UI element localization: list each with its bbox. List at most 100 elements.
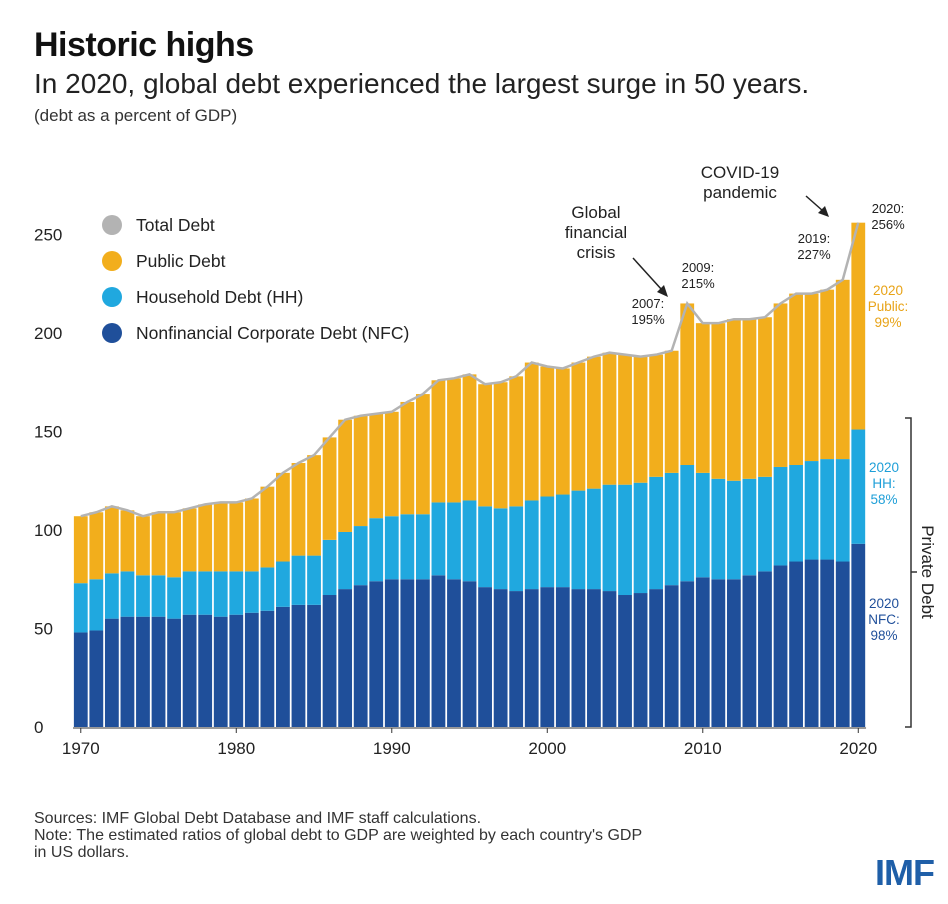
bar-segment-hh [742, 478, 757, 576]
annotation-2007-total: 195% [631, 312, 665, 327]
bar-segment-nfc [400, 579, 415, 727]
annotation-2009-total: 2009: [682, 260, 715, 275]
bar-segment-hh [602, 484, 617, 592]
bar-segment-nfc [136, 616, 150, 727]
covid-arrow-head [818, 206, 829, 217]
bar-segment-public [758, 317, 772, 477]
annotation-2020-public: Public: [868, 299, 909, 314]
bar-segment-nfc [851, 543, 866, 727]
bar-segment-hh [384, 516, 399, 580]
bar-segment-nfc [213, 616, 228, 727]
bar-segment-hh [322, 539, 337, 596]
bar-segment-hh [804, 461, 819, 560]
annotation-2020-household: 2020 [869, 460, 899, 475]
x-tick-label: 1990 [373, 739, 411, 758]
private-debt-label: Private Debt [918, 525, 937, 619]
bar-segment-public [602, 352, 617, 485]
bar-segment-nfc [726, 579, 741, 727]
bar-segment-nfc [478, 587, 492, 727]
bar-segment-nfc [89, 630, 104, 727]
bar-segment-public [711, 323, 726, 479]
private-debt-bracket [905, 417, 912, 728]
bar-segment-public [633, 356, 648, 483]
legend-marker [102, 215, 122, 235]
bar-segment-hh [509, 506, 524, 592]
bar-segment-public [773, 303, 788, 467]
bar-segment-public [276, 472, 290, 562]
annotation-2020-total: 256% [871, 217, 905, 232]
legend-label: Public Debt [136, 251, 226, 271]
bar-segment-public [73, 516, 88, 584]
bar-segment-public [151, 512, 166, 576]
annotation-global-financial-crisis: Global [571, 203, 620, 222]
bar-segment-nfc [680, 581, 695, 727]
bar-segment-nfc [151, 616, 166, 727]
annotation-covid-19-pandemic: pandemic [703, 183, 777, 202]
bar-segment-public [524, 362, 539, 501]
bar-segment-hh [524, 500, 539, 590]
bar-segment-hh [89, 579, 104, 631]
bar-segment-hh [493, 508, 508, 590]
bar-segment-public [664, 350, 679, 473]
bar-segment-nfc [820, 559, 835, 727]
weighting-note-line2: in US dollars. [34, 844, 130, 861]
bar-segment-nfc [711, 579, 726, 727]
bar-segment-public [400, 401, 415, 515]
bar-segment-public [260, 486, 275, 568]
annotation-2020-nfc: 2020 [869, 596, 899, 611]
bar-segment-nfc [618, 595, 632, 727]
bar-segment-public [213, 502, 228, 572]
bar-segment-nfc [587, 589, 601, 727]
bar-segment-nfc [633, 593, 648, 727]
bar-segment-hh [664, 472, 679, 586]
x-tick-label: 1980 [217, 739, 255, 758]
bar-segment-hh [618, 484, 632, 596]
bar-segment-nfc [229, 614, 244, 727]
bar-segment-public [618, 354, 632, 485]
annotation-global-financial-crisis: crisis [577, 243, 616, 262]
bar-segment-hh [229, 571, 244, 615]
bar-segment-public [820, 289, 835, 460]
legend-marker [102, 251, 122, 271]
bar-segment-public [104, 506, 119, 574]
bar-segment-public [136, 516, 150, 576]
legend-marker [102, 323, 122, 343]
bar-segment-hh [73, 583, 88, 633]
bar-segment-nfc [773, 565, 788, 727]
bar-segment-hh [244, 571, 259, 613]
bar-segment-public [726, 319, 741, 481]
bar-segment-hh [338, 531, 353, 590]
bar-segment-hh [711, 478, 726, 580]
bar-segment-hh [260, 567, 275, 611]
gfc-arrow-line [632, 257, 663, 291]
bar-segment-nfc [462, 581, 477, 727]
bar-segment-public [431, 380, 446, 503]
bar-segment-public [789, 293, 803, 465]
bar-segment-public [182, 508, 197, 572]
bar-segment-hh [773, 466, 788, 566]
bar-segment-nfc [260, 610, 275, 727]
bar-segment-nfc [493, 589, 508, 727]
bar-segment-nfc [104, 618, 119, 727]
bar-segment-hh [478, 506, 492, 588]
bar-segment-nfc [742, 575, 757, 727]
bar-segment-public [447, 378, 461, 503]
y-tick-label: 50 [34, 620, 53, 639]
bar-segment-public [835, 279, 850, 460]
y-tick-label: 0 [34, 718, 43, 737]
bar-segment-nfc [291, 604, 306, 727]
unit-note: (debt as a percent of GDP) [34, 106, 238, 125]
legend-label: Household Debt (HH) [136, 287, 303, 307]
bar-segment-nfc [804, 559, 819, 727]
bar-segment-nfc [307, 604, 321, 727]
bar-segment-nfc [540, 587, 555, 727]
bar-segment-public [369, 413, 384, 519]
bar-segment-nfc [758, 571, 772, 727]
bar-segment-hh [820, 459, 835, 560]
bar-segment-nfc [664, 585, 679, 727]
bar-segment-public [229, 502, 244, 572]
annotation-2020-nfc: 98% [870, 628, 897, 643]
bar-segment-public [89, 512, 104, 580]
stacked-bar-chart: 0 50 100 150 200 250 1970 1980 1990 2000 2010 2020 T… [34, 163, 937, 758]
x-tick-label: 2010 [684, 739, 722, 758]
